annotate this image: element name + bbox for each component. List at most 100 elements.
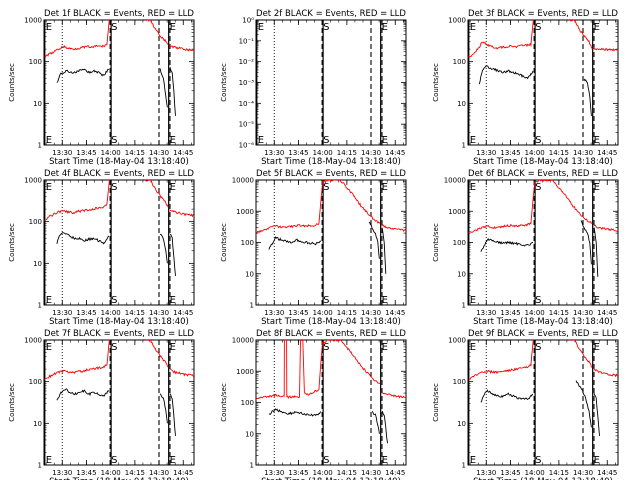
y-tick-label: 100 [241, 239, 254, 247]
events-line [170, 234, 176, 276]
y-tick-label: 10 [245, 430, 254, 438]
x-tick-label: 14:30 [149, 149, 169, 157]
events-line [56, 68, 110, 83]
marker-label: E [594, 135, 600, 146]
marker-label: E [470, 295, 476, 306]
series-events [56, 388, 176, 436]
series-lld [44, 180, 194, 222]
marker-label: E [170, 22, 176, 33]
x-tick-label: 13:30 [476, 149, 496, 157]
events-line [478, 65, 534, 85]
marker-label: S [323, 135, 329, 146]
y-tick-label: 1 [250, 462, 254, 470]
panel-title: Det 6f BLACK = Events, RED = LLD [468, 169, 618, 179]
x-axis-label: Start Time (18-May-04 13:18:40) [261, 477, 401, 480]
y-tick-label: 1 [462, 142, 466, 150]
events-line [268, 236, 322, 250]
marker-label: E [382, 22, 388, 33]
lld-line [44, 20, 111, 58]
marker-label: E [170, 455, 176, 466]
panel-det-9f: Det 9f BLACK = Events, RED = LLD 1 10 100 10… [432, 329, 619, 480]
events-line [56, 388, 110, 401]
plot-frame [255, 339, 407, 466]
marker-label: E [46, 342, 52, 353]
x-tick-label: 13:30 [52, 469, 72, 477]
x-tick-label: 14:00 [313, 309, 333, 317]
series-lld [468, 340, 618, 380]
marker-label: S [535, 455, 541, 466]
panel-det-6f: Det 6f BLACK = Events, RED = LLD 1 10 100 10… [432, 169, 619, 327]
series-lld [44, 340, 194, 381]
lld-line [169, 209, 194, 218]
y-tick-label: 1000 [24, 337, 42, 345]
marker-label: S [323, 295, 329, 306]
y-tick-label: 10 [457, 420, 466, 428]
series-events [480, 220, 599, 277]
lld-line [169, 368, 194, 377]
y-axis-label: Counts/sec [432, 383, 440, 422]
panel-det-8f: Det 8f BLACK = Events, RED = LLD 1 10 100 10… [220, 329, 407, 480]
series-events [56, 67, 176, 116]
marker-label: S [111, 22, 117, 33]
y-tick-label: 1 [462, 302, 466, 310]
y-tick-label: 10 [245, 270, 254, 278]
x-tick-label: 13:30 [264, 149, 284, 157]
x-tick-label: 14:30 [573, 149, 593, 157]
x-tick-label: 14:15 [337, 309, 357, 317]
y-tick-label: 1 [38, 142, 42, 150]
x-tick-label: 14:00 [313, 469, 333, 477]
panel-det-2f: Det 2f BLACK = Events, RED = LLD 10⁻⁶ 10⁻⁵… [220, 9, 407, 167]
x-axis-label: Start Time (18-May-04 13:18:40) [49, 157, 189, 167]
marker-label: S [111, 342, 117, 353]
marker-label: E [382, 455, 388, 466]
x-tick-label: 14:00 [101, 469, 121, 477]
marker-label: E [382, 182, 388, 193]
marker-label: S [323, 342, 329, 353]
series-events [268, 408, 388, 444]
y-tick-label: 10 [457, 100, 466, 108]
x-tick-label: 14:30 [573, 309, 593, 317]
marker-label: E [170, 295, 176, 306]
x-tick-label: 13:45 [500, 149, 520, 157]
x-tick-label: 13:30 [264, 309, 284, 317]
x-tick-label: 14:15 [337, 149, 357, 157]
x-tick-label: 13:30 [52, 149, 72, 157]
x-tick-label: 14:00 [525, 469, 545, 477]
marker-label: E [258, 22, 264, 33]
lld-line [169, 45, 194, 52]
x-axis-label: Start Time (18-May-04 13:18:40) [473, 157, 613, 167]
events-line [159, 393, 168, 424]
marker-label: E [470, 342, 476, 353]
y-tick-label: 100 [453, 58, 466, 66]
marker-label: E [470, 22, 476, 33]
y-tick-label: 1000 [448, 208, 466, 216]
series-lld [468, 20, 618, 58]
panel-title: Det 7f BLACK = Events, RED = LLD [44, 329, 194, 339]
events-line [268, 408, 321, 417]
marker-label: E [594, 342, 600, 353]
x-tick-label: 14:45 [173, 309, 193, 317]
x-tick-label: 13:30 [476, 469, 496, 477]
x-axis-label: Start Time (18-May-04 13:18:40) [473, 317, 613, 327]
y-tick-label: 1000 [236, 368, 254, 376]
plot-frame [467, 179, 619, 306]
x-tick-label: 14:15 [549, 309, 569, 317]
marker-label: E [594, 455, 600, 466]
x-tick-label: 14:45 [597, 309, 617, 317]
y-axis-label: Counts/sec [220, 223, 228, 262]
panel-title: Det 1f BLACK = Events, RED = LLD [44, 9, 194, 19]
marker-label: E [382, 342, 388, 353]
panel-title: Det 9f BLACK = Events, RED = LLD [468, 329, 618, 339]
x-tick-label: 14:00 [525, 149, 545, 157]
y-axis-label: Counts/sec [220, 383, 228, 422]
plot-frame [43, 179, 195, 306]
x-tick-label: 14:30 [149, 309, 169, 317]
panel-title: Det 5f BLACK = Events, RED = LLD [256, 169, 406, 179]
marker-label: S [111, 295, 117, 306]
x-tick-label: 14:45 [597, 469, 617, 477]
x-tick-label: 14:30 [361, 309, 381, 317]
marker-label: E [594, 182, 600, 193]
events-line [371, 410, 380, 434]
y-tick-label: 10⁻⁶ [239, 142, 255, 150]
x-tick-label: 14:30 [573, 469, 593, 477]
